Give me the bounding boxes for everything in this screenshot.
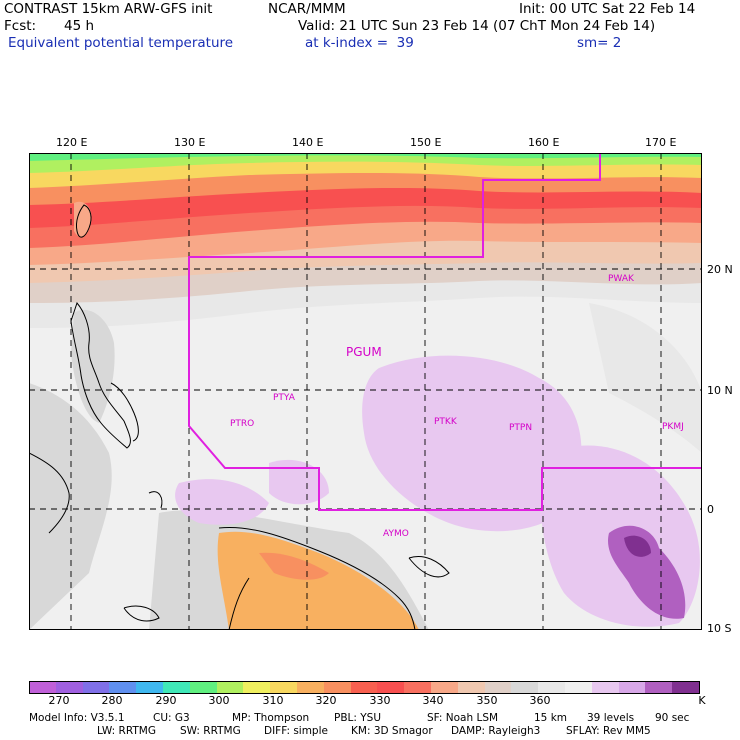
model-info-pbl: PBL: YSU <box>334 712 382 724</box>
colorbar-label-300: 300 <box>208 694 230 707</box>
colorbar-segment <box>565 681 593 693</box>
colorbar-segment <box>29 681 57 693</box>
colorbar-segment <box>645 681 673 693</box>
valid-time: Valid: 21 UTC Sun 23 Feb 14 (07 ChT Mon … <box>298 18 656 34</box>
colorbar-segment <box>511 681 539 693</box>
lon-label-150: 150 E <box>410 136 442 149</box>
org-label: NCAR/MMM <box>268 1 346 17</box>
field-name: Equivalent potential temperature <box>8 35 234 51</box>
lat-label-10s: 10 S <box>707 622 732 635</box>
colorbar-label-330: 330 <box>369 694 391 707</box>
colorbar-segment <box>82 681 110 693</box>
model-info-sf: SF: Noah LSM <box>427 712 499 724</box>
colorbar-segment <box>216 681 244 693</box>
colorbar-frame <box>29 681 700 694</box>
model-info-version: Model Info: V3.5.1 <box>29 712 125 724</box>
station-label-ptkk: PTKK <box>434 417 457 427</box>
model-info-cu: CU: G3 <box>153 712 190 724</box>
colorbar-segment <box>243 681 271 693</box>
model-info-levels: 39 levels <box>587 712 635 724</box>
colorbar-label-290: 290 <box>155 694 177 707</box>
colorbar-label-280: 280 <box>101 694 123 707</box>
model-title: CONTRAST 15km ARW-GFS init <box>4 1 213 17</box>
colorbar-segment <box>270 681 298 693</box>
theta-e-map <box>29 153 702 630</box>
model-info-sflay: SFLAY: Rev MM5 <box>566 725 651 737</box>
forecast-hours: 45 h <box>64 18 95 34</box>
colorbar-segment <box>484 681 512 693</box>
station-label-ptya: PTYA <box>273 393 295 403</box>
colorbar-segment <box>377 681 405 693</box>
boundary-line <box>188 153 702 511</box>
colorbar-segment <box>591 681 620 693</box>
colorbar-segment <box>618 681 646 693</box>
station-label-ptpn: PTPN <box>509 423 533 433</box>
colorbar-segment <box>136 681 164 693</box>
station-label-pkmj: PKMJ <box>662 422 684 432</box>
colorbar-unit: K <box>698 694 706 707</box>
colorbar-label-310: 310 <box>262 694 284 707</box>
colorbar-segment <box>163 681 191 693</box>
colorbar-label-360: 360 <box>529 694 551 707</box>
station-label-aymo: AYMO <box>383 529 409 539</box>
colorbar-segment <box>431 681 459 693</box>
colorbar-label-340: 340 <box>422 694 444 707</box>
init-time: Init: 00 UTC Sat 22 Feb 14 <box>519 1 696 17</box>
level-index: at k-index = 39 <box>305 35 414 51</box>
colorbar-segment <box>350 681 378 693</box>
colorbar-segment <box>109 681 137 693</box>
forecast-label: Fcst: <box>4 18 37 34</box>
station-label-pgum: PGUM <box>346 345 382 359</box>
colorbar-segment <box>538 681 566 693</box>
colorbar-segment <box>323 681 352 693</box>
model-info-res: 15 km <box>534 712 568 724</box>
model-info-sw: SW: RRTMG <box>180 725 241 737</box>
colorbar-segment <box>404 681 432 693</box>
station-label-pwak: PWAK <box>608 274 634 284</box>
colorbar-label-270: 270 <box>48 694 70 707</box>
colorbar-segment <box>672 681 700 693</box>
model-info-damp: DAMP: Rayleigh3 <box>451 725 541 737</box>
lon-label-140: 140 E <box>292 136 324 149</box>
lat-label-0: 0 <box>707 503 714 516</box>
colorbar-segment <box>189 681 218 693</box>
lon-label-170: 170 E <box>645 136 677 149</box>
colorbar-segment <box>297 681 325 693</box>
lat-label-10n: 10 N <box>707 384 733 397</box>
colorbar-segment <box>55 681 84 693</box>
lon-label-120: 120 E <box>56 136 88 149</box>
colorbar-label-350: 350 <box>476 694 498 707</box>
colorbar-segment <box>457 681 486 693</box>
smoothing: sm= 2 <box>577 35 622 51</box>
lon-label-130: 130 E <box>174 136 206 149</box>
lat-label-20n: 20 N <box>707 263 733 276</box>
model-info-timestep: 90 sec <box>655 712 690 724</box>
station-label-ptro: PTRO <box>230 419 255 429</box>
model-info-mp: MP: Thompson <box>232 712 310 724</box>
model-info-lw: LW: RRTMG <box>97 725 156 737</box>
model-info-km: KM: 3D Smagor <box>351 725 433 737</box>
colorbar-label-320: 320 <box>315 694 337 707</box>
model-info-diff: DIFF: simple <box>264 725 328 737</box>
lon-label-160: 160 E <box>528 136 560 149</box>
